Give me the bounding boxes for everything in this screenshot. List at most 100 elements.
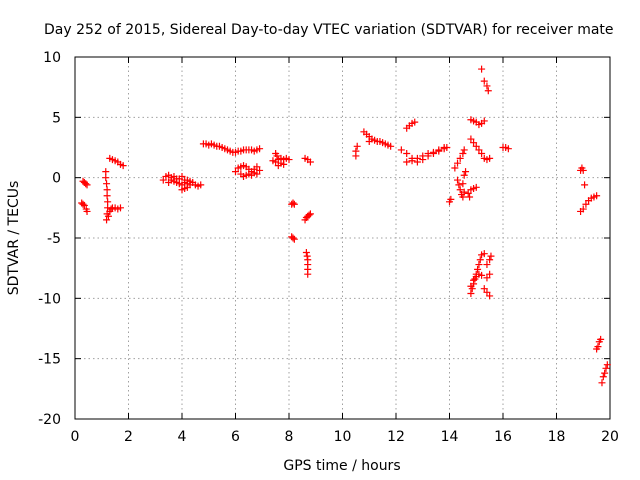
data-point: [80, 201, 88, 209]
data-point: [408, 157, 416, 165]
data-point: [197, 181, 205, 189]
data-point: [504, 145, 512, 153]
data-point: [232, 168, 239, 176]
data-point: [435, 146, 443, 154]
data-point: [483, 288, 491, 296]
data-point: [306, 210, 314, 218]
data-point: [103, 180, 111, 188]
data-point: [478, 271, 486, 279]
data-point: [603, 361, 611, 369]
data-point: [484, 87, 492, 95]
y-tick-label: 10: [43, 50, 61, 66]
data-point: [387, 142, 395, 150]
data-point: [464, 189, 472, 197]
data-point: [593, 192, 601, 200]
data-point: [486, 256, 494, 264]
data-point: [472, 183, 480, 191]
data-point: [116, 204, 124, 212]
x-axis-title: GPS time / hours: [283, 458, 400, 474]
x-tick-label: 14: [441, 429, 459, 445]
data-point: [186, 177, 194, 185]
data-point: [581, 181, 589, 189]
data-point: [183, 183, 191, 191]
data-point: [167, 176, 175, 184]
data-point: [470, 139, 478, 147]
data-point: [486, 270, 494, 278]
data-point: [290, 200, 298, 208]
data-point: [304, 270, 312, 278]
y-axis-title: SDTVAR / TECUs: [6, 181, 22, 296]
data-point: [459, 150, 467, 158]
data-point: [456, 154, 464, 162]
data-point: [598, 379, 606, 387]
data-point: [487, 252, 495, 260]
data-point: [483, 261, 491, 269]
data-point: [470, 276, 478, 284]
chart-title: Day 252 of 2015, Sidereal Day-to-day VTE…: [44, 22, 614, 38]
data-point: [403, 150, 411, 158]
x-tick-label: 10: [334, 429, 352, 445]
data-point: [173, 175, 181, 183]
data-point: [599, 373, 607, 381]
data-point: [440, 144, 448, 151]
data-point: [579, 205, 587, 213]
data-point: [103, 216, 111, 224]
data-point: [102, 168, 110, 176]
y-tick-label: -10: [38, 291, 61, 307]
data-point: [403, 158, 411, 166]
data-point: [103, 186, 111, 194]
x-tick-label: 12: [387, 429, 405, 445]
x-tick-label: 20: [601, 429, 619, 445]
data-point: [480, 117, 488, 125]
data-point: [104, 212, 112, 220]
data-point: [480, 250, 488, 258]
data-point: [460, 188, 468, 196]
data-point: [289, 234, 297, 242]
data-point: [82, 180, 90, 188]
data-point: [474, 265, 482, 273]
x-tick-label: 16: [494, 429, 512, 445]
data-point: [456, 186, 464, 194]
data-point: [483, 274, 491, 282]
y-tick-label: -5: [47, 231, 61, 247]
data-point: [305, 211, 313, 219]
axis-ticks: [74, 56, 611, 420]
x-tick-label: 4: [178, 429, 187, 445]
data-point: [306, 158, 314, 166]
data-point: [280, 160, 288, 168]
y-tick-label: -15: [38, 352, 61, 368]
data-point: [483, 82, 491, 90]
data-point: [475, 146, 483, 154]
data-point: [480, 285, 488, 293]
data-point: [289, 199, 297, 207]
data-point: [411, 118, 419, 126]
data-point: [451, 164, 459, 172]
data-point: [459, 193, 467, 201]
data-points: [78, 65, 611, 387]
x-tick-label: 18: [548, 429, 566, 445]
data-point: [290, 235, 298, 243]
data-point: [253, 163, 261, 171]
data-point: [447, 195, 455, 203]
data-point: [397, 146, 405, 154]
data-point: [486, 154, 494, 162]
data-point: [79, 200, 87, 208]
data-point: [285, 156, 293, 164]
x-tick-label: 0: [71, 429, 80, 445]
data-point: [256, 166, 264, 174]
data-point: [486, 292, 494, 300]
data-point: [459, 180, 467, 188]
x-tick-label: 6: [231, 429, 240, 445]
data-point: [478, 65, 486, 73]
data-point: [253, 170, 261, 178]
y-tick-label: 0: [52, 171, 61, 187]
data-point: [579, 166, 587, 174]
data-point: [454, 176, 462, 184]
data-point: [107, 205, 115, 213]
data-point: [413, 154, 421, 162]
data-point: [353, 142, 361, 150]
data-point: [103, 192, 111, 200]
data-point: [597, 335, 605, 343]
data-point: [159, 176, 167, 184]
data-point: [104, 198, 112, 206]
